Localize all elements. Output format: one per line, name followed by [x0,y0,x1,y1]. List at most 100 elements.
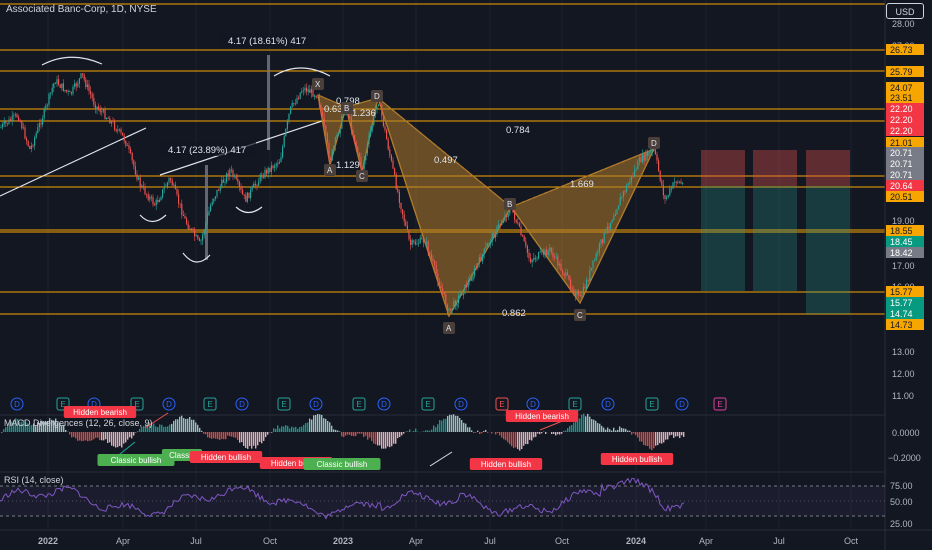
price-label: 20.71 [886,169,924,180]
time-tick: Oct [555,536,570,546]
svg-text:18.42: 18.42 [890,248,913,258]
dividend-marker: D [309,397,323,411]
point-a2: A [446,324,452,333]
divergence-label: Hidden bearish [505,410,579,422]
svg-text:E: E [572,400,577,409]
svg-text:E: E [499,400,504,409]
ratio-1236: 1.236 [352,108,376,119]
dividend-marker: D [377,397,391,411]
svg-text:23.51: 23.51 [890,93,913,103]
price-label: 20.71 [886,158,924,169]
ratio-0784: 0.784 [506,125,530,136]
svg-text:18.45: 18.45 [890,237,913,247]
svg-text:Hidden bearish: Hidden bearish [73,408,127,417]
divergence-label: Hidden bullish [469,458,543,470]
time-tick: Jul [190,536,202,546]
price-label: 20.64 [886,180,924,191]
currency-button[interactable]: USD [886,3,924,19]
price-label: 23.51 [886,92,924,103]
earnings-marker: E [352,397,366,411]
point-d2: D [651,139,657,148]
rsi-tick-25: 25.00 [890,519,913,529]
svg-text:22.20: 22.20 [890,115,913,125]
time-tick: 2023 [333,536,353,546]
time-tick: Apr [116,536,130,546]
svg-text:20.71: 20.71 [890,159,913,169]
price-candles [0,72,684,316]
measure-bar-mid [205,165,208,260]
svg-text:Classic: Classic [169,451,195,460]
position-boxes[interactable] [701,150,850,314]
indicator-axis: 0.0000 −0.2000 75.00 50.00 25.00 [888,428,921,529]
time-axis[interactable]: 2022 Apr Jul Oct 2023 Apr Jul Oct 2024 Apr Jul Oct [38,536,859,546]
svg-text:Hidden bullish: Hidden bullish [481,460,531,469]
svg-text:E: E [356,400,361,409]
svg-text:20.71: 20.71 [890,148,913,158]
earnings-marker: E [645,397,659,411]
svg-text:E: E [717,400,722,409]
svg-text:E: E [425,400,430,409]
svg-text:D: D [530,400,536,409]
svg-text:14.74: 14.74 [890,309,913,319]
svg-text:D: D [679,400,685,409]
price-tick: 13.00 [892,347,915,357]
divergence-label: Classic bullish [97,454,175,466]
svg-text:D: D [91,400,97,409]
svg-text:20.64: 20.64 [890,181,913,191]
earnings-marker: E [568,397,582,411]
time-tick: 2022 [38,536,58,546]
macd-tick-0: 0.0000 [892,428,920,438]
ratio-0798: 0.798 [336,96,360,107]
earnings-marker: E [203,397,217,411]
dividend-marker: D [526,397,540,411]
arc-shapes[interactable] [41,56,331,263]
price-label: 14.74 [886,308,924,319]
trendline-1[interactable] [0,127,147,197]
svg-text:D: D [14,400,20,409]
time-tick: Jul [773,536,785,546]
ratio-0497: 0.497 [434,155,458,166]
svg-text:Hidden bullish: Hidden bullish [612,455,662,464]
measure-bar-top [267,55,270,150]
divergence-label: Hidden bearish [63,406,137,418]
price-tick: 11.00 [892,391,914,401]
svg-text:E: E [649,400,654,409]
svg-text:D: D [239,400,245,409]
rsi-label: RSI (14, close) [4,475,64,485]
svg-text:D: D [458,400,464,409]
earnings-marker: E [713,397,727,411]
time-tick: Jul [484,536,496,546]
time-tick: Oct [844,536,859,546]
price-label: 15.77 [886,297,924,308]
svg-text:D: D [605,400,611,409]
earnings-marker: E [421,397,435,411]
svg-text:Hidden bullish: Hidden bullish [201,453,251,462]
svg-text:Classic bullish: Classic bullish [111,456,162,465]
price-tick: 19.00 [892,216,915,226]
macd-label: MACD Divergences (12, 26, close, 9) [4,418,153,428]
dividend-marker: D [235,397,249,411]
price-tick: 12.00 [892,369,915,379]
price-label: 18.55 [886,225,924,236]
time-tick: Apr [409,536,423,546]
ratio-063: 0.63 [324,104,343,115]
price-label: 25.79 [886,66,924,77]
rsi-tick-75: 75.00 [890,481,913,491]
price-label: 14.73 [886,319,924,330]
rsi-tick-50: 50.00 [890,497,913,507]
price-label: 22.20 [886,103,924,114]
point-x: X [315,80,321,89]
svg-text:Classic bullish: Classic bullish [317,460,368,469]
point-c2: C [577,311,583,320]
measure-top-label: 4.17 (18.61%) 417 [228,36,306,47]
svg-text:E: E [60,400,65,409]
svg-text:26.73: 26.73 [890,45,913,55]
svg-text:E: E [134,400,139,409]
svg-text:24.07: 24.07 [890,83,913,93]
svg-text:E: E [207,400,212,409]
svg-text:15.77: 15.77 [890,298,913,308]
price-label: 20.71 [886,147,924,158]
symbol-title: Associated Banc-Corp, 1D, NYSE [6,4,157,15]
